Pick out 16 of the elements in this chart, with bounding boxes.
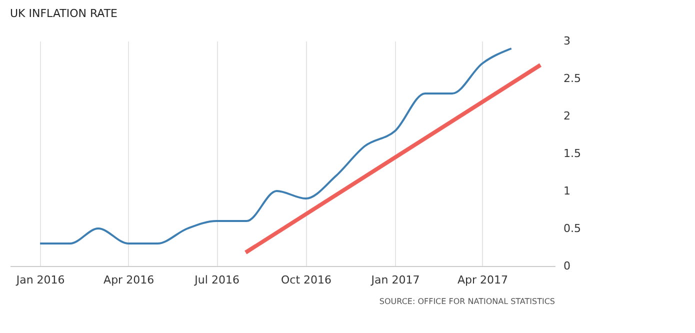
y-tick-label: 0 — [564, 260, 570, 272]
y-tick-label: 1.5 — [564, 147, 581, 160]
x-tick-label: Jul 2016 — [194, 274, 240, 286]
line-series — [39, 48, 512, 244]
x-tick-label: Apr 2016 — [104, 274, 154, 286]
y-tick-label: 0.5 — [564, 222, 581, 235]
x-tick-label: Jan 2016 — [15, 274, 65, 286]
x-tick-label: Apr 2017 — [458, 274, 508, 286]
y-tick-label: 2.5 — [564, 72, 581, 85]
x-tick-label: Oct 2016 — [281, 274, 332, 286]
chart-title: UK INFLATION RATE — [10, 7, 118, 20]
y-tick-label: 3 — [564, 34, 570, 48]
y-tick-label: 2 — [564, 110, 570, 122]
source-note: SOURCE: OFFICE FOR NATIONAL STATISTICS — [379, 297, 555, 306]
x-tick-label: Jan 2017 — [370, 274, 420, 286]
y-tick-label: 1 — [564, 184, 570, 198]
